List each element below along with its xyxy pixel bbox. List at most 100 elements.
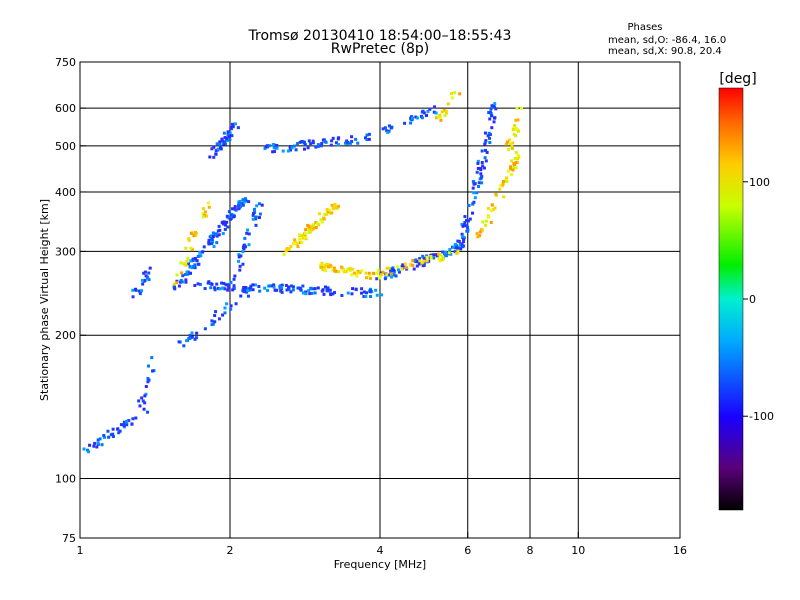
- point-823: [352, 271, 356, 275]
- point-566: [460, 222, 464, 226]
- point-915: [507, 138, 511, 142]
- point-430: [213, 286, 217, 290]
- chart-title: Tromsø 20130410 18:54:00–18:55:43: [248, 28, 512, 44]
- y-axis-label: Stationary phase Virtual Height [km]: [38, 199, 51, 401]
- point-683: [173, 282, 177, 286]
- point-98: [202, 245, 206, 249]
- point-364: [307, 289, 311, 293]
- point-531: [379, 271, 383, 275]
- point-617: [480, 175, 484, 179]
- point-800: [337, 270, 341, 274]
- point-876: [501, 182, 505, 186]
- point-354: [387, 124, 391, 128]
- point-497: [390, 267, 394, 271]
- point-596: [466, 229, 470, 233]
- point-70: [144, 274, 148, 278]
- phase-stats-x: mean, sd,X: 90.8, 20.4: [608, 46, 722, 57]
- point-39: [98, 437, 102, 441]
- point-828: [387, 266, 391, 270]
- point-462: [362, 290, 366, 294]
- point-582: [463, 221, 467, 225]
- point-808: [365, 276, 369, 280]
- point-772: [304, 236, 308, 240]
- point-766: [328, 208, 332, 212]
- point-329: [365, 133, 369, 137]
- point-672: [255, 204, 259, 208]
- point-104: [207, 238, 211, 242]
- point-614: [480, 181, 484, 185]
- point-552: [444, 254, 448, 258]
- point-853: [438, 253, 442, 257]
- point-809: [319, 264, 323, 268]
- point-480: [432, 253, 436, 257]
- point-33: [123, 422, 127, 426]
- point-217: [229, 307, 233, 311]
- point-890: [490, 203, 494, 207]
- point-944: [436, 115, 440, 119]
- point-421: [329, 293, 333, 297]
- point-239: [225, 137, 229, 141]
- point-719: [333, 202, 337, 206]
- point-313: [316, 143, 320, 147]
- point-68: [131, 288, 135, 292]
- point-804: [342, 270, 346, 274]
- point-276: [302, 147, 306, 151]
- point-666: [243, 236, 247, 240]
- point-334: [409, 116, 413, 120]
- point-702: [189, 246, 193, 250]
- point-618: [484, 148, 488, 152]
- point-61: [143, 278, 147, 282]
- point-406: [226, 288, 230, 292]
- point-403: [350, 292, 354, 296]
- point-86: [221, 232, 225, 236]
- point-369: [251, 288, 255, 292]
- point-935: [458, 92, 462, 96]
- point-626: [483, 131, 487, 135]
- point-445: [301, 284, 305, 288]
- point-193: [234, 302, 238, 306]
- point-619: [489, 110, 493, 114]
- point-125: [211, 231, 215, 235]
- point-439: [290, 284, 294, 288]
- point-625: [479, 176, 483, 180]
- point-643: [257, 216, 261, 220]
- x-tick-label-2: 4: [377, 544, 384, 557]
- point-426: [374, 288, 378, 292]
- point-897: [478, 234, 482, 238]
- point-248: [218, 143, 222, 147]
- point-737: [307, 231, 311, 235]
- point-40: [137, 399, 141, 403]
- point-101: [240, 201, 244, 205]
- x-axis-label: Frequency [MHz]: [334, 558, 426, 571]
- point-113: [181, 274, 185, 278]
- point-840: [405, 266, 409, 270]
- point-447: [369, 288, 373, 292]
- point-938: [450, 96, 454, 100]
- point-615: [488, 136, 492, 140]
- point-100: [227, 210, 231, 214]
- point-346: [385, 129, 389, 133]
- point-611: [490, 126, 494, 130]
- point-863: [514, 166, 518, 170]
- point-436: [360, 287, 364, 291]
- point-795: [328, 263, 332, 267]
- point-458: [291, 285, 295, 289]
- point-651: [244, 245, 248, 249]
- point-777: [348, 269, 352, 273]
- point-180: [210, 241, 214, 245]
- point-384: [215, 282, 219, 286]
- point-62: [138, 292, 142, 296]
- cb-tick-label-1: 0: [749, 293, 756, 306]
- point-441: [247, 288, 251, 292]
- point-132: [231, 207, 235, 211]
- point-925: [515, 106, 519, 110]
- point-835: [429, 256, 433, 260]
- point-336: [367, 132, 371, 136]
- point-268: [294, 148, 298, 152]
- point-825: [380, 273, 384, 277]
- point-647: [238, 268, 242, 272]
- point-893: [490, 209, 494, 213]
- point-681: [207, 205, 211, 209]
- point-37: [117, 431, 121, 435]
- point-26: [82, 447, 86, 451]
